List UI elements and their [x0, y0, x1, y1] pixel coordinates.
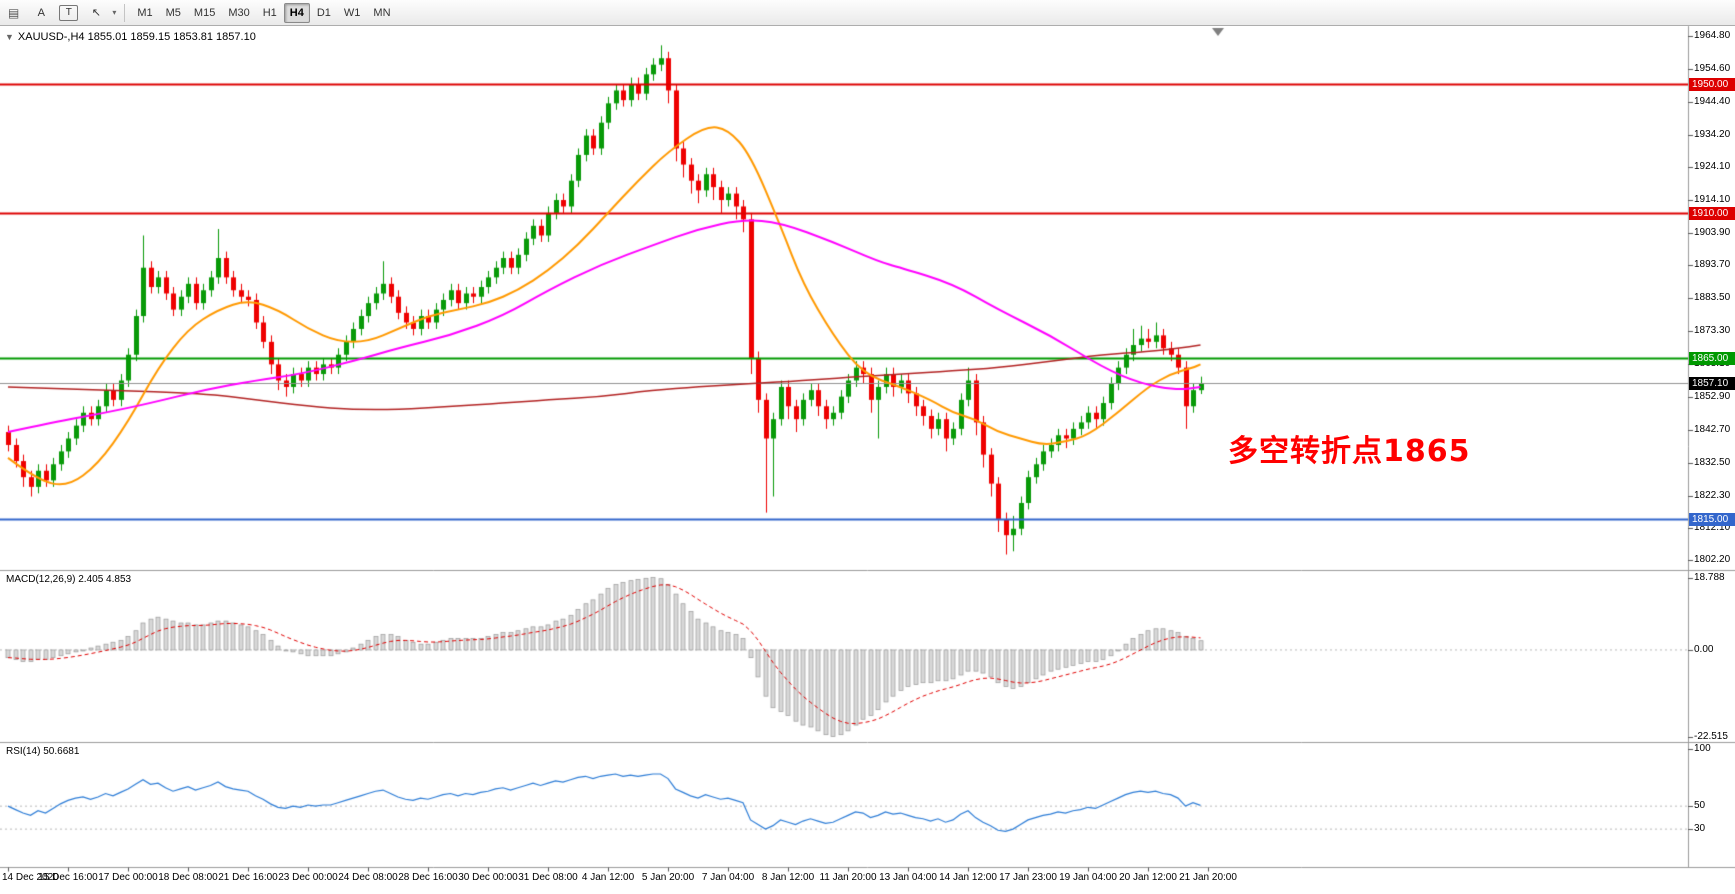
date-label: 21 Dec 16:00 — [218, 872, 278, 883]
price-tick-label: 1812.10 — [1694, 522, 1731, 533]
toolbar-separator — [124, 3, 126, 22]
price-badge-1865.00: 1865.00 — [1689, 352, 1735, 365]
tf-button-m1[interactable]: M1 — [131, 3, 158, 23]
price-badge-1950.00: 1950.00 — [1689, 78, 1735, 91]
toolbar: ▤ A T ↖ ▾ M1 M5 M15 M30 H1 H4 D1 W1 MN — [0, 0, 1735, 26]
date-label: 11 Jan 20:00 — [819, 872, 877, 883]
date-label: 5 Jan 20:00 — [641, 872, 695, 883]
date-label: 7 Jan 04:00 — [701, 872, 755, 883]
price-tick-label: 1934.20 — [1694, 129, 1731, 140]
tf-button-w1[interactable]: W1 — [338, 3, 367, 23]
price-tick-label: 1852.90 — [1694, 391, 1731, 402]
date-label: 31 Dec 08:00 — [518, 872, 578, 883]
price-tick-label: 1903.90 — [1694, 227, 1731, 238]
price-tick-label: 1914.10 — [1694, 194, 1731, 205]
date-label: 17 Jan 23:00 — [999, 872, 1057, 883]
tf-button-h1[interactable]: H1 — [257, 3, 283, 23]
tf-button-mn[interactable]: MN — [367, 3, 396, 23]
date-label: 21 Jan 20:00 — [1179, 872, 1237, 883]
tf-button-h4[interactable]: H4 — [283, 2, 310, 23]
autoscroll-a-button[interactable]: A — [37, 6, 46, 19]
chart-title-text: XAUUSD-,H4 1855.01 1859.15 1853.81 1857.… — [17, 31, 256, 43]
date-label: 14 Dec 2020 — [2, 872, 59, 883]
price-badge-1815.00: 1815.00 — [1689, 513, 1735, 526]
price-tick-label: 1822.30 — [1694, 490, 1731, 501]
macd-tick-label: -22.515 — [1694, 731, 1728, 742]
current-price-badge: 1857.10 — [1689, 377, 1735, 390]
text-tool-button[interactable]: T — [59, 4, 79, 21]
date-label: 18 Dec 08:00 — [158, 872, 218, 883]
date-label: 17 Dec 00:00 — [98, 872, 158, 883]
date-label: 8 Jan 12:00 — [761, 872, 815, 883]
date-label: 15 Dec 16:00 — [38, 872, 98, 883]
date-label: 4 Jan 12:00 — [581, 872, 635, 883]
chart-title: ▼ XAUUSD-,H4 1855.01 1859.15 1853.81 1857… — [5, 31, 256, 43]
price-tick-label: 1924.10 — [1694, 161, 1731, 172]
rsi-tick-label: 100 — [1694, 743, 1711, 754]
date-label: 20 Jan 12:00 — [1119, 872, 1177, 883]
price-badge-1910.00: 1910.00 — [1689, 207, 1735, 220]
chart-menu-icon[interactable]: ▼ — [5, 32, 14, 42]
date-label: 14 Jan 12:00 — [939, 872, 997, 883]
price-tick-label: 1873.30 — [1694, 325, 1731, 336]
date-label: 30 Dec 00:00 — [458, 872, 518, 883]
cursor-dropdown-caret[interactable]: ▾ — [112, 8, 117, 17]
cursor-tool-button[interactable]: ↖ — [91, 7, 101, 19]
date-label: 23 Dec 00:00 — [278, 872, 338, 883]
rsi-tick-label: 30 — [1694, 823, 1706, 834]
price-tick-label: 1842.70 — [1694, 424, 1731, 435]
macd-tick-label: 18.788 — [1694, 572, 1725, 583]
date-label: 28 Dec 16:00 — [398, 872, 458, 883]
annotation-text: 多空转折点1865 — [1228, 434, 1471, 469]
tf-button-m15[interactable]: M15 — [188, 3, 221, 23]
price-tick-label: 1944.40 — [1694, 96, 1731, 107]
macd-tick-label: 0.00 — [1694, 644, 1714, 655]
price-tick-label: 1893.70 — [1694, 259, 1731, 270]
tf-button-d1[interactable]: D1 — [311, 3, 337, 23]
price-tick-label: 1954.60 — [1694, 63, 1731, 74]
rsi-indicator-label: RSI(14) 50.6681 — [6, 746, 80, 757]
macd-indicator-label: MACD(12,26,9) 2.405 4.853 — [6, 574, 132, 585]
price-tick-label: 1964.80 — [1694, 30, 1731, 41]
price-tick-label: 1802.20 — [1694, 554, 1731, 565]
price-tick-label: 1832.50 — [1694, 457, 1731, 468]
rsi-tick-label: 50 — [1694, 800, 1706, 811]
date-label: 13 Jan 04:00 — [879, 872, 937, 883]
date-label: 24 Dec 08:00 — [338, 872, 398, 883]
indicators-grid-icon[interactable]: ▤ — [8, 5, 20, 20]
date-label: 19 Jan 04:00 — [1059, 872, 1117, 883]
price-tick-label: 1883.50 — [1694, 292, 1731, 303]
tf-button-m5[interactable]: M5 — [160, 3, 187, 23]
tf-button-m30[interactable]: M30 — [222, 3, 255, 23]
